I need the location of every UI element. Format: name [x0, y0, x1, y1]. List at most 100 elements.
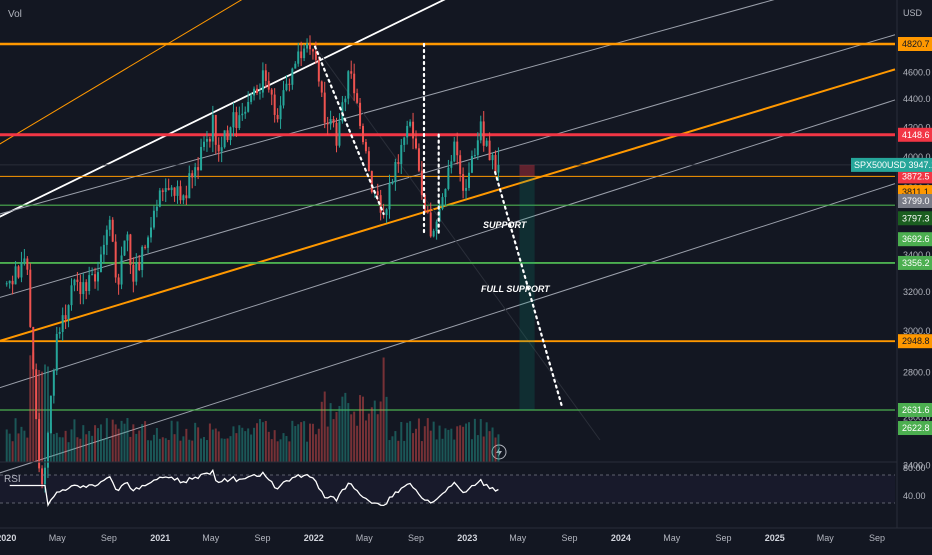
candle-body[interactable] — [73, 279, 76, 286]
candle-body[interactable] — [303, 48, 306, 59]
candle-body[interactable] — [35, 369, 38, 420]
candle-body[interactable] — [476, 140, 479, 156]
candle-body[interactable] — [114, 241, 117, 278]
candle-body[interactable] — [14, 266, 17, 285]
candle-body[interactable] — [279, 105, 282, 120]
candle-body[interactable] — [320, 81, 323, 93]
candle-body[interactable] — [223, 130, 226, 148]
candle-body[interactable] — [102, 244, 105, 255]
candle-body[interactable] — [61, 315, 64, 332]
candle-body[interactable] — [364, 142, 367, 152]
candle-body[interactable] — [188, 173, 191, 199]
candle-body[interactable] — [132, 264, 135, 282]
candle-body[interactable] — [406, 125, 409, 138]
candle-body[interactable] — [394, 162, 397, 182]
candle-body[interactable] — [450, 161, 453, 168]
candle-body[interactable] — [247, 101, 250, 112]
candle-body[interactable] — [117, 277, 120, 285]
candle-body[interactable] — [32, 326, 35, 370]
level-badge[interactable] — [898, 37, 932, 51]
candle-body[interactable] — [494, 154, 497, 173]
candle-body[interactable] — [473, 155, 476, 157]
candle-body[interactable] — [150, 227, 153, 238]
candle-body[interactable] — [426, 211, 429, 213]
candle-body[interactable] — [76, 279, 79, 282]
candle-body[interactable] — [79, 281, 82, 295]
candle-body[interactable] — [170, 187, 173, 191]
candle-body[interactable] — [191, 173, 194, 178]
candle-body[interactable] — [41, 468, 44, 485]
candle-body[interactable] — [485, 140, 488, 146]
candle-body[interactable] — [179, 186, 182, 201]
candle-body[interactable] — [456, 141, 459, 156]
candle-body[interactable] — [412, 121, 415, 139]
candle-body[interactable] — [423, 194, 426, 212]
candle-body[interactable] — [397, 162, 400, 164]
candle-body[interactable] — [470, 156, 473, 173]
candle-body[interactable] — [338, 121, 341, 146]
candle-body[interactable] — [232, 112, 235, 128]
level-badge[interactable] — [898, 127, 932, 142]
candle-body[interactable] — [370, 171, 373, 193]
dotted-projection[interactable] — [494, 171, 564, 410]
candle-body[interactable] — [353, 73, 356, 94]
candle-body[interactable] — [420, 170, 423, 195]
price-pane[interactable] — [0, 0, 896, 493]
candle-body[interactable] — [308, 43, 311, 50]
candle-body[interactable] — [347, 71, 350, 99]
candle-body[interactable] — [226, 130, 229, 141]
candle-body[interactable] — [297, 51, 300, 64]
candle-body[interactable] — [64, 315, 67, 320]
candle-body[interactable] — [273, 94, 276, 115]
candle-body[interactable] — [200, 146, 203, 171]
candle-body[interactable] — [182, 195, 185, 201]
candle-body[interactable] — [211, 114, 214, 142]
candle-body[interactable] — [385, 209, 388, 216]
candle-body[interactable] — [214, 114, 217, 145]
candle-body[interactable] — [152, 210, 155, 228]
position-target-zone[interactable] — [519, 176, 535, 410]
candle-body[interactable] — [44, 467, 47, 485]
candle-body[interactable] — [105, 229, 108, 245]
candle-body[interactable] — [400, 144, 403, 164]
candle-body[interactable] — [155, 206, 158, 211]
candle-body[interactable] — [447, 167, 450, 189]
candle-body[interactable] — [126, 234, 129, 241]
candle-body[interactable] — [26, 258, 29, 270]
candle-body[interactable] — [120, 255, 123, 285]
candle-body[interactable] — [88, 275, 91, 291]
candle-body[interactable] — [235, 112, 238, 129]
candle-body[interactable] — [291, 68, 294, 85]
candle-body[interactable] — [282, 90, 285, 106]
candle-body[interactable] — [123, 240, 126, 256]
candle-body[interactable] — [467, 172, 470, 188]
candle-body[interactable] — [144, 246, 147, 248]
candle-body[interactable] — [491, 154, 494, 161]
candle-body[interactable] — [82, 282, 85, 295]
level-badge[interactable] — [898, 421, 932, 436]
candle-body[interactable] — [459, 155, 462, 175]
candle-body[interactable] — [220, 147, 223, 152]
candle-body[interactable] — [317, 59, 320, 82]
candle-body[interactable] — [52, 370, 55, 396]
candle-body[interactable] — [203, 141, 206, 147]
candle-body[interactable] — [46, 433, 49, 468]
candle-body[interactable] — [359, 102, 362, 126]
candle-body[interactable] — [241, 113, 244, 116]
candle-body[interactable] — [94, 274, 97, 282]
candle-body[interactable] — [205, 138, 208, 142]
candle-body[interactable] — [388, 183, 391, 210]
candle-body[interactable] — [409, 121, 412, 126]
candle-body[interactable] — [482, 121, 485, 146]
candle-body[interactable] — [391, 181, 394, 184]
level-badge[interactable] — [898, 232, 932, 247]
candle-body[interactable] — [453, 141, 456, 162]
candle-body[interactable] — [208, 138, 211, 142]
position-stop-zone[interactable] — [519, 164, 535, 177]
candle-body[interactable] — [264, 70, 267, 81]
candle-body[interactable] — [70, 285, 73, 306]
dotted-line-drop-1[interactable] — [313, 45, 385, 215]
candle-body[interactable] — [141, 246, 144, 271]
candle-body[interactable] — [323, 92, 326, 123]
